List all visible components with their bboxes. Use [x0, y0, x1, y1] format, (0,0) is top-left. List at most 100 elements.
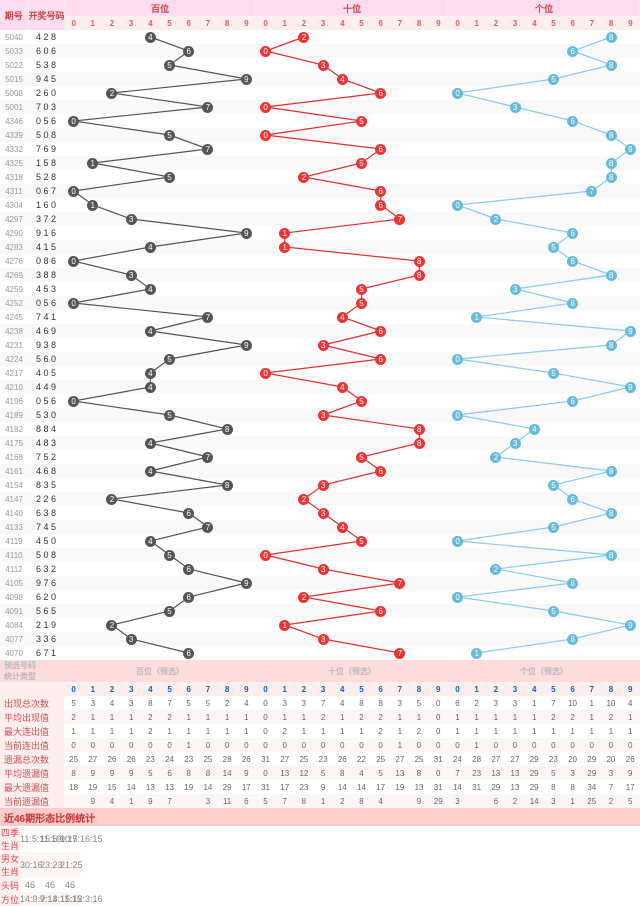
hit-mark: 6 — [567, 396, 578, 407]
stats-val: 0 — [409, 738, 428, 752]
data-row: 4091 5 6 5565 — [0, 604, 640, 618]
miss-cell — [160, 114, 179, 128]
hit-cell: 0 — [448, 534, 467, 548]
miss-cell — [83, 212, 102, 226]
miss-cell — [64, 282, 83, 296]
miss-cell — [122, 142, 141, 156]
miss-cell — [621, 310, 640, 324]
miss-cell — [275, 632, 294, 646]
stats-val: 1 — [544, 724, 563, 738]
miss-cell — [141, 562, 160, 576]
hit-mark: 2 — [298, 32, 309, 43]
miss-cell — [525, 114, 544, 128]
period-cell: 4168 — [0, 450, 28, 464]
miss-cell — [563, 128, 582, 142]
miss-cell — [294, 408, 313, 422]
miss-cell — [314, 590, 333, 604]
miss-cell — [83, 282, 102, 296]
miss-cell — [506, 646, 525, 660]
draw-cell: 6 3 8 — [28, 506, 64, 520]
miss-cell — [352, 338, 371, 352]
data-row: 4084 2 1 9219 — [0, 618, 640, 632]
miss-cell — [371, 380, 390, 394]
miss-cell — [352, 618, 371, 632]
miss-cell — [218, 268, 237, 282]
miss-cell — [621, 212, 640, 226]
hit-cell: 2 — [486, 450, 505, 464]
hit-cell: 5 — [352, 296, 371, 310]
hit-cell: 6 — [563, 296, 582, 310]
miss-cell — [621, 576, 640, 590]
miss-cell — [506, 408, 525, 422]
miss-cell — [314, 394, 333, 408]
data-row: 4332 7 6 9769 — [0, 142, 640, 156]
miss-cell — [429, 380, 448, 394]
hit-mark: 4 — [145, 466, 156, 477]
miss-cell — [237, 58, 256, 72]
hit-cell: 1 — [83, 198, 102, 212]
miss-cell — [256, 464, 275, 478]
miss-cell — [141, 114, 160, 128]
miss-cell — [467, 604, 486, 618]
miss-cell — [544, 590, 563, 604]
miss-cell — [429, 44, 448, 58]
stats-val: 1 — [486, 710, 505, 724]
miss-cell — [506, 142, 525, 156]
digit-header: 6 — [371, 16, 390, 30]
miss-cell — [352, 142, 371, 156]
hit-mark: 4 — [337, 522, 348, 533]
miss-cell — [160, 380, 179, 394]
hit-mark: 6 — [567, 578, 578, 589]
data-row: 4161 4 6 8468 — [0, 464, 640, 478]
miss-cell — [237, 30, 256, 44]
draw-cell: 6 2 0 — [28, 590, 64, 604]
hit-mark: 6 — [375, 88, 386, 99]
stats-val: 2 — [601, 794, 620, 808]
stats-val: 3 — [275, 696, 294, 710]
miss-cell — [256, 618, 275, 632]
stats-val: 0 — [237, 738, 256, 752]
hit-mark: 3 — [318, 634, 329, 645]
miss-cell — [352, 86, 371, 100]
hit-mark: 6 — [183, 592, 194, 603]
hit-cell: 6 — [563, 576, 582, 590]
miss-cell — [218, 30, 237, 44]
hit-mark: 6 — [567, 46, 578, 57]
stats-val: 5 — [179, 696, 198, 710]
stats-val: 7 — [160, 794, 179, 808]
miss-cell — [314, 44, 333, 58]
miss-cell — [275, 506, 294, 520]
miss-cell — [314, 324, 333, 338]
miss-cell — [179, 170, 198, 184]
data-row: 4276 0 8 6086 — [0, 254, 640, 268]
miss-cell — [429, 30, 448, 44]
miss-cell — [486, 86, 505, 100]
miss-cell — [448, 282, 467, 296]
miss-cell — [275, 408, 294, 422]
stats-val: 3 — [83, 696, 102, 710]
miss-cell — [275, 548, 294, 562]
miss-cell — [237, 114, 256, 128]
hit-cell: 8 — [218, 422, 237, 436]
miss-cell — [218, 100, 237, 114]
hit-mark: 0 — [452, 592, 463, 603]
miss-cell — [506, 268, 525, 282]
miss-cell — [294, 226, 313, 240]
miss-cell — [218, 436, 237, 450]
stats-row: 平均出现值211122111101121221101111122121 — [0, 710, 640, 724]
miss-cell — [122, 618, 141, 632]
miss-cell — [563, 282, 582, 296]
miss-cell — [198, 464, 217, 478]
miss-cell — [352, 100, 371, 114]
miss-cell — [160, 30, 179, 44]
miss-cell — [525, 310, 544, 324]
draw-cell: 5 3 8 — [28, 58, 64, 72]
miss-cell — [467, 30, 486, 44]
miss-cell — [218, 338, 237, 352]
draw-cell: 5 0 8 — [28, 128, 64, 142]
data-row: 4182 8 8 4884 — [0, 422, 640, 436]
miss-cell — [486, 422, 505, 436]
miss-cell — [352, 128, 371, 142]
miss-cell — [409, 86, 428, 100]
hit-mark: 5 — [164, 354, 175, 365]
